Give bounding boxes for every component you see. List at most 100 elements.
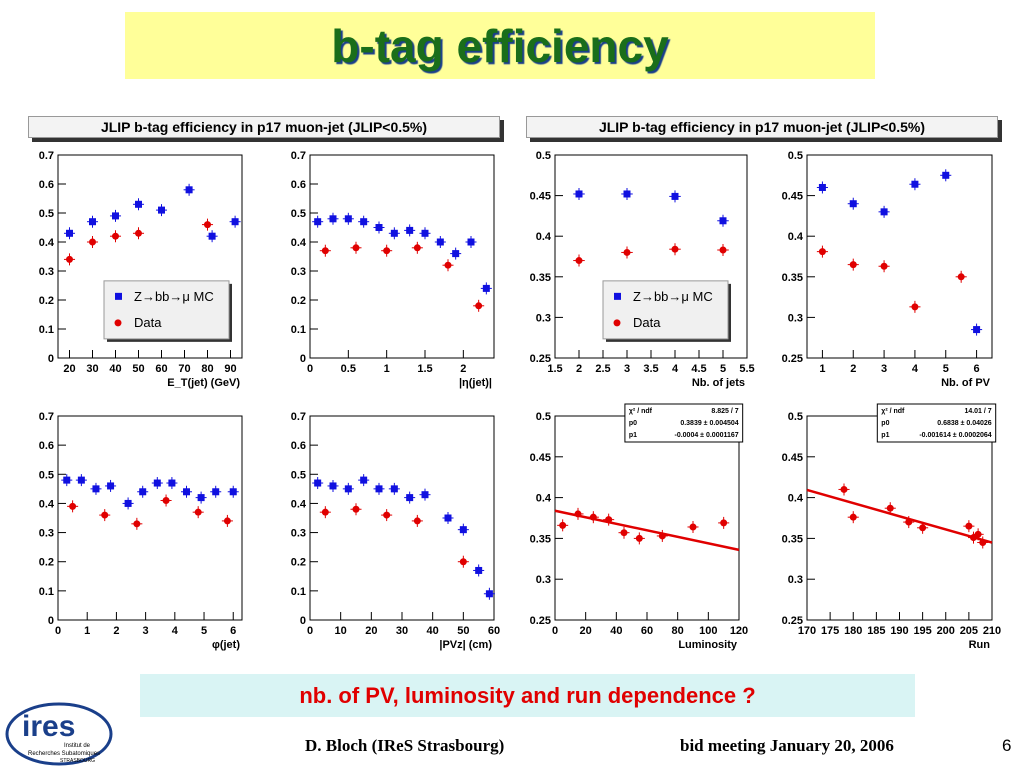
data-point xyxy=(223,517,231,525)
legend-box xyxy=(103,280,230,340)
mc-point xyxy=(112,212,119,220)
y-tick-label: 0.5 xyxy=(788,150,803,162)
logo-ring xyxy=(5,702,113,766)
x-tick-label: 1 xyxy=(384,363,390,375)
mc-point xyxy=(671,192,679,200)
x-tick-label: 60 xyxy=(488,625,500,637)
mc-point xyxy=(92,485,100,493)
mc-point xyxy=(942,171,950,179)
stats-box xyxy=(624,403,744,443)
x-tick-label: 30 xyxy=(396,625,408,637)
legend-marker-mc xyxy=(115,292,122,300)
mc-point xyxy=(482,284,490,292)
y-tick-label: 0 xyxy=(48,353,54,365)
data-point xyxy=(89,238,96,246)
stats-key: χ² / ndf xyxy=(881,408,905,415)
fit-line xyxy=(554,509,740,552)
y-tick-label: 0.45 xyxy=(782,452,803,464)
data-point xyxy=(720,519,728,527)
y-tick-label: 0.4 xyxy=(39,498,55,510)
mc-point xyxy=(818,183,826,191)
data-point xyxy=(965,522,973,530)
x-tick-label: 175 xyxy=(821,625,839,637)
x-tick-label: 80 xyxy=(201,363,213,375)
x-axis-label: φ(jet) xyxy=(212,639,240,651)
data-point xyxy=(352,505,360,513)
x-axis-label: E_T(jet) (GeV) xyxy=(167,377,240,389)
x-tick-label: 120 xyxy=(730,625,748,637)
mc-point xyxy=(911,180,919,188)
mc-point xyxy=(344,215,352,223)
y-tick-label: 0.4 xyxy=(291,498,307,510)
x-tick-label: 3.5 xyxy=(643,363,658,375)
x-tick-label: 40 xyxy=(427,625,439,637)
y-tick-label: 0.35 xyxy=(530,272,551,284)
y-tick-label: 0.3 xyxy=(788,574,803,586)
x-axis-label: Nb. of PV xyxy=(941,377,991,389)
data-point xyxy=(475,302,483,310)
slide-title: b-tag efficiency xyxy=(331,19,669,72)
plot-frame xyxy=(309,154,495,359)
logo-sub2: Recherches Subatomiques xyxy=(28,751,100,757)
x-axis-label: Nb. of jets xyxy=(692,377,745,389)
legend-label-mc: Z→bb→μ MC xyxy=(633,289,713,304)
data-point xyxy=(957,273,965,281)
x-tick-label: 6 xyxy=(974,363,980,375)
x-tick-label: 20 xyxy=(63,363,75,375)
plot-frame xyxy=(554,415,740,621)
data-point xyxy=(886,504,894,512)
legend-label-data: Data xyxy=(633,315,661,330)
mc-point xyxy=(77,476,85,484)
mc-point xyxy=(139,488,147,496)
y-tick-label: 0.7 xyxy=(291,411,306,423)
ires-logo: ires Institut de Recherches Subatomiques… xyxy=(4,700,114,768)
mc-point xyxy=(390,485,398,493)
chart-njets: 0.25 0.3 0.35 0.4 0.45 0.5 1.5 2 2.5 3 3.5 4 4.5 5 5.5… xyxy=(530,150,755,389)
stats-value: 0.3839 ± 0.004504 xyxy=(680,420,738,427)
plot-frame xyxy=(806,415,993,621)
question-text: nb. of PV, luminosity and run dependence… xyxy=(299,682,756,708)
data-point xyxy=(620,529,628,537)
y-tick-label: 0.2 xyxy=(291,295,306,307)
x-tick-label: 5.5 xyxy=(739,363,754,375)
logo-wordmark: ires xyxy=(22,710,75,743)
left-panel-title: JLIP b-tag efficiency in p17 muon-jet (J… xyxy=(28,116,500,138)
x-tick-label: 40 xyxy=(610,625,622,637)
page-number: 6 xyxy=(1002,736,1012,755)
mc-point xyxy=(329,482,337,490)
y-tick-label: 0.7 xyxy=(39,150,54,162)
plot-frame xyxy=(57,415,243,621)
x-tick-label: 70 xyxy=(178,363,190,375)
x-tick-label: 1.5 xyxy=(417,363,432,375)
data-point xyxy=(194,508,202,516)
y-tick-label: 0.25 xyxy=(782,353,803,365)
data-point xyxy=(459,558,467,566)
mc-point xyxy=(63,476,71,484)
data-point xyxy=(671,245,679,253)
data-point xyxy=(204,221,211,229)
y-tick-label: 0.5 xyxy=(39,208,54,220)
data-point xyxy=(919,524,927,532)
data-point xyxy=(352,244,360,252)
mc-point xyxy=(459,526,467,534)
mc-point xyxy=(421,491,429,499)
data-point xyxy=(658,532,666,540)
y-tick-label: 0.5 xyxy=(291,469,306,481)
x-tick-label: 0 xyxy=(307,625,313,637)
stats-key: p1 xyxy=(629,432,637,439)
y-tick-label: 0.7 xyxy=(39,411,54,423)
mc-point xyxy=(575,190,583,198)
data-point xyxy=(849,261,857,269)
x-tick-label: 4 xyxy=(172,625,179,637)
data-point xyxy=(574,510,582,518)
plot-frame xyxy=(309,415,495,621)
data-point xyxy=(911,303,919,311)
mc-point xyxy=(208,232,216,240)
legend-marker-data xyxy=(613,319,621,327)
data-point xyxy=(413,517,421,525)
chart-run: 0.25 0.3 0.35 0.4 0.45 0.5 170 175 180 185 190 195 2… xyxy=(782,403,1001,651)
x-tick-label: 50 xyxy=(132,363,144,375)
logo-sub1: Institut de xyxy=(64,743,91,749)
footer-author: D. Bloch (IReS Strasbourg) xyxy=(305,736,505,755)
data-point xyxy=(605,516,613,524)
